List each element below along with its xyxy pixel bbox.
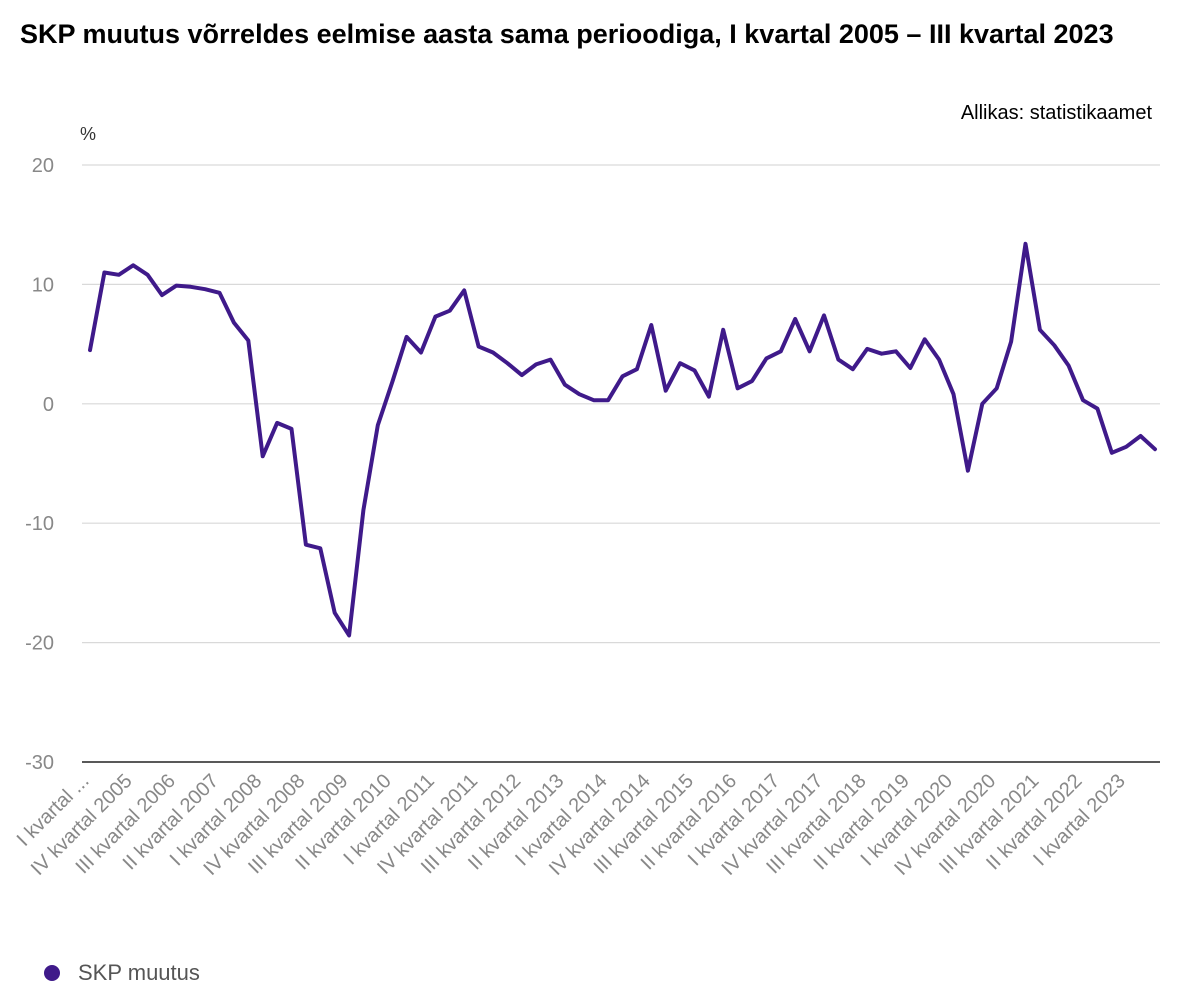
line-chart: 20 10 0 -10 -20 -30 I kvartal ...IV kvartal 2…: [13, 155, 1160, 880]
y-tick-label: 20: [32, 155, 54, 177]
y-tick-label: 0: [43, 394, 54, 416]
y-axis-ticks: 20 10 0 -10 -20 -30: [25, 155, 54, 774]
y-tick-label: 10: [32, 274, 54, 296]
legend-marker: [44, 965, 60, 981]
y-tick-label: -10: [25, 513, 54, 535]
y-tick-label: -30: [25, 752, 54, 774]
source-label: Allikas: statistikaamet: [960, 102, 1152, 124]
legend: SKP muutus: [44, 960, 200, 986]
y-tick-label: -20: [25, 633, 54, 655]
grid-lines: [82, 164, 1160, 763]
series-layer: [88, 241, 1157, 638]
y-axis-unit: %: [80, 124, 97, 144]
legend-label: SKP muutus: [78, 960, 200, 985]
series-line-skp-muutus: [88, 241, 1157, 638]
chart-title: SKP muutus võrreldes eelmise aasta sama …: [20, 19, 1114, 49]
